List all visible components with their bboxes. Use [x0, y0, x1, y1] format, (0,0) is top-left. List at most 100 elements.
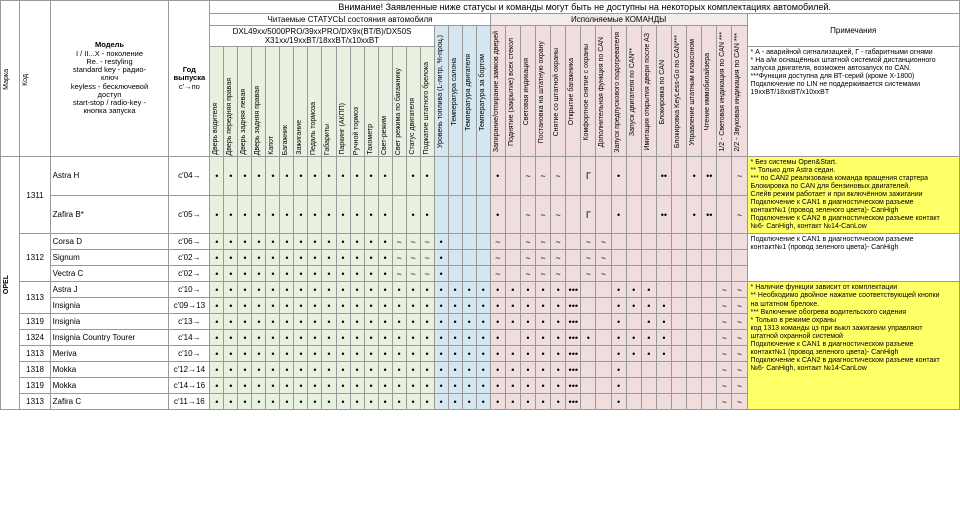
cmd-cell: ~	[520, 250, 535, 266]
status-cell: •	[350, 282, 364, 298]
status-cell: •	[350, 157, 364, 196]
blue-cell: •	[448, 394, 462, 410]
status-cell: •	[392, 394, 406, 410]
blue-cell: •	[448, 362, 462, 378]
cmd-cell: •	[626, 298, 641, 314]
status-cell: •	[378, 394, 392, 410]
blue-cell	[476, 234, 490, 250]
cmd-cell: Г	[581, 157, 596, 196]
cmd-col-16: 2/2 - Звуковая индикация по CAN ***	[732, 26, 747, 157]
cmd-cell: ~	[732, 157, 747, 196]
cmd-cell: ~	[581, 250, 596, 266]
cmd-cell: ~	[536, 234, 551, 250]
status-cell: •	[294, 394, 308, 410]
status-cell: •	[280, 346, 294, 362]
status-cell: •	[364, 330, 378, 346]
kod-cell: 1313	[20, 346, 50, 362]
year-cell: c'06→	[169, 234, 210, 250]
cmd-cell: ~	[536, 157, 551, 196]
cmd-cell: ••	[656, 195, 671, 234]
status-cell: •	[238, 394, 252, 410]
blue-cell: •	[462, 282, 476, 298]
cmd-cell: •	[520, 378, 535, 394]
status-cell: •	[350, 250, 364, 266]
cmd-cell	[596, 314, 611, 330]
status-cell: •	[266, 282, 280, 298]
status-cell: •	[420, 195, 434, 234]
status-cell: •	[350, 234, 364, 250]
status-cell: •	[252, 378, 266, 394]
status-cell: •	[392, 362, 406, 378]
model-cell: Vectra C	[50, 266, 169, 282]
cmd-cell: •	[611, 346, 626, 362]
status-group: Читаемые СТАТУСЫ состояния автомобиля	[210, 14, 490, 26]
status-cell: ~	[420, 250, 434, 266]
cmd-cell	[581, 314, 596, 330]
status-col-0: Дверь водителя	[210, 47, 224, 157]
status-cell: •	[322, 250, 336, 266]
cmd-cell: ~	[536, 266, 551, 282]
cmd-cell: •	[520, 298, 535, 314]
cmd-cell: •	[490, 282, 505, 298]
status-cell: •	[224, 250, 238, 266]
cmd-cell	[566, 234, 581, 250]
cmd-cell: •	[611, 394, 626, 410]
status-cell: •	[266, 266, 280, 282]
status-cell: •	[322, 378, 336, 394]
blue-cell: •	[434, 314, 448, 330]
status-cell: •	[406, 394, 420, 410]
cmd-cell: •	[536, 378, 551, 394]
cmd-col-3: Постановка на штатную охрану	[536, 26, 551, 157]
cmd-cell: ~	[717, 330, 732, 346]
cmd-cell	[626, 378, 641, 394]
cmd-cell: •	[687, 195, 702, 234]
status-cell: •	[364, 314, 378, 330]
cmd-cell: •	[656, 298, 671, 314]
cmd-col-1: Поднятие (закрытие) всех стекол	[505, 26, 520, 157]
warning-row: Внимание! Заявленные ниже статусы и кома…	[210, 1, 960, 14]
cmd-cell	[596, 378, 611, 394]
cmd-cell: •	[505, 362, 520, 378]
cmd-cell	[596, 346, 611, 362]
blue-cell: •	[476, 282, 490, 298]
status-cell: •	[238, 282, 252, 298]
status-cell: •	[210, 346, 224, 362]
blue-col-1: Температура салона	[448, 26, 462, 157]
cmd-cell	[732, 266, 747, 282]
cmd-cell: •	[551, 314, 566, 330]
cmd-cell	[505, 266, 520, 282]
status-cell: •	[406, 314, 420, 330]
cmd-cell: •	[551, 362, 566, 378]
cmd-cell: ~	[732, 314, 747, 330]
cmd-cell: •	[505, 314, 520, 330]
cmd-cell	[596, 282, 611, 298]
status-cell: •	[280, 330, 294, 346]
status-cell: •	[294, 250, 308, 266]
cmd-cell	[626, 314, 641, 330]
cmd-cell: ~	[551, 195, 566, 234]
blue-cell: •	[448, 330, 462, 346]
blue-cell: •	[462, 330, 476, 346]
status-cell: •	[266, 378, 280, 394]
status-cell: •	[350, 330, 364, 346]
cmd-cell	[505, 195, 520, 234]
status-col-12: Свет-режим	[378, 47, 392, 157]
blue-cell: •	[448, 282, 462, 298]
cmd-cell: ~	[581, 266, 596, 282]
cmd-cell	[656, 378, 671, 394]
cmd-cell: •	[536, 282, 551, 298]
cmd-cell: •	[520, 282, 535, 298]
cmd-col-9: Запуск двигателя по CAN**	[626, 26, 641, 157]
status-cell: •	[280, 234, 294, 250]
blue-cell	[462, 234, 476, 250]
status-cell: •	[266, 250, 280, 266]
cmd-cell	[687, 250, 702, 266]
cmd-cell	[596, 394, 611, 410]
status-cell: •	[336, 266, 350, 282]
status-cell: •	[336, 314, 350, 330]
kod-cell: 1312	[20, 234, 50, 282]
status-cell: •	[322, 394, 336, 410]
status-cell: •	[224, 266, 238, 282]
marka-head: Марка	[1, 1, 20, 157]
blue-cell	[476, 250, 490, 266]
